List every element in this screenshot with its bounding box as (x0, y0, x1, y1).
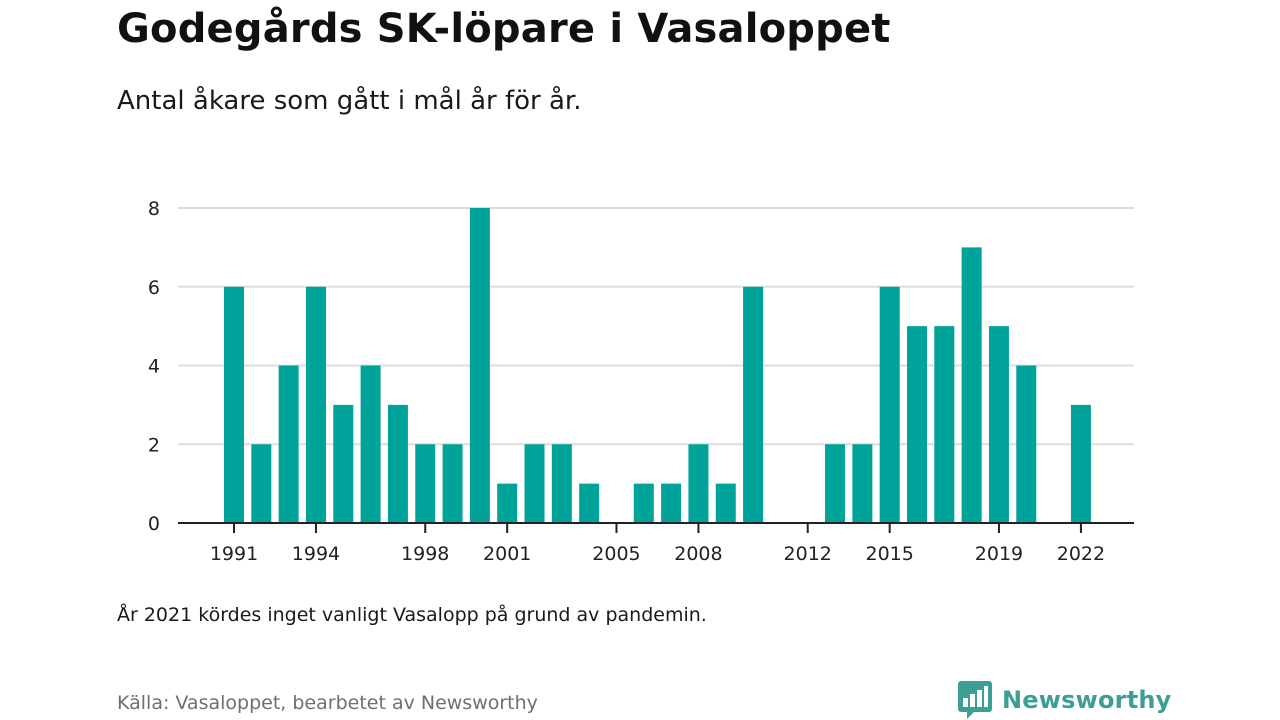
bar (715, 483, 736, 523)
y-tick-label: 8 (148, 198, 160, 220)
y-tick-label: 2 (148, 434, 160, 456)
bar (1070, 404, 1091, 523)
bar (415, 444, 436, 523)
bar (934, 326, 955, 523)
x-tick-label: 1994 (292, 543, 340, 565)
bar (387, 404, 408, 523)
bar (360, 365, 381, 523)
bar (278, 365, 299, 523)
bar (825, 444, 846, 523)
bar (224, 286, 244, 523)
axes: 0 2 4 6 8 1991 1994 1998 2001 2005 2008 2012 2015 201… (148, 198, 1134, 565)
bar (442, 444, 463, 523)
x-tick-label: 1998 (401, 543, 449, 565)
newsworthy-logo-icon (958, 681, 992, 719)
x-tick-label: 1991 (210, 543, 258, 565)
bar (1016, 365, 1037, 523)
brand-name: Newsworthy (1002, 686, 1172, 714)
x-tick-label: 2001 (483, 543, 531, 565)
bar (333, 404, 354, 523)
bar (524, 444, 545, 523)
y-tick-label: 0 (148, 513, 160, 535)
source-text: Källa: Vasaloppet, bearbetet av Newswort… (117, 692, 538, 714)
y-tick-label: 6 (148, 277, 160, 299)
chart-title: Godegårds SK-löpare i Vasaloppet (117, 6, 891, 52)
bar (961, 247, 982, 523)
bars (224, 208, 1091, 523)
bar (879, 286, 900, 523)
bar (305, 286, 326, 523)
bar (251, 444, 272, 523)
bar (497, 483, 518, 523)
chart-subtitle: Antal åkare som gått i mål år för år. (117, 86, 582, 116)
x-tick-label: 2015 (866, 543, 914, 565)
bar (688, 444, 709, 523)
bar-chart: 0 2 4 6 8 1991 1994 1998 2001 2005 2008 2012 2015 201… (148, 198, 1134, 565)
bar (633, 483, 654, 523)
bar (579, 483, 600, 523)
chart-note: År 2021 kördes inget vanligt Vasalopp på… (117, 604, 707, 626)
bar (907, 326, 927, 523)
bar (743, 286, 764, 523)
bar (988, 326, 1009, 523)
bar (852, 444, 873, 523)
newsworthy-brand[interactable]: Newsworthy (958, 680, 1172, 720)
x-tick-label: 2022 (1057, 543, 1105, 565)
x-tick-label: 2008 (674, 543, 722, 565)
x-tick-label: 2012 (784, 543, 832, 565)
bar (551, 444, 572, 523)
x-tick-label: 2019 (975, 543, 1023, 565)
x-tick-label: 2005 (592, 543, 640, 565)
y-tick-label: 4 (148, 356, 160, 378)
bar (469, 208, 490, 523)
bar (661, 483, 682, 523)
